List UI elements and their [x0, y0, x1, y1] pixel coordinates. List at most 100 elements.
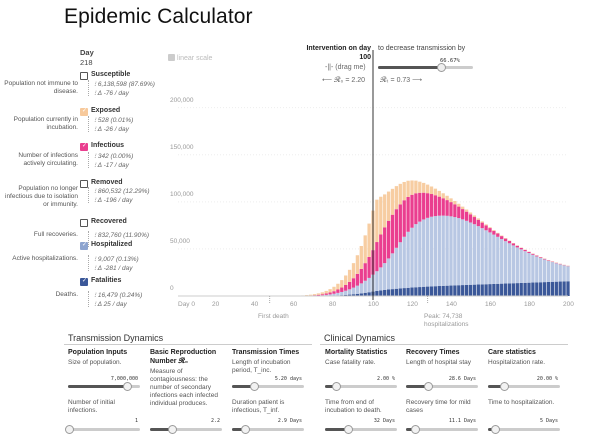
care-slider[interactable]: [488, 382, 560, 391]
slider-knob[interactable]: [240, 425, 250, 434]
column-recovery: Recovery Times Length of hospital stay: [406, 348, 484, 367]
slider-fill: [406, 385, 428, 388]
slider-fill: [232, 385, 254, 388]
bar-hospitalized: [500, 239, 504, 284]
bar-exposed: [453, 200, 457, 205]
bar-fatalities: [500, 283, 504, 296]
susceptible-connector: [88, 80, 89, 96]
linear-scale-toggle[interactable]: linear scale: [168, 54, 212, 62]
bar-infectious: [546, 260, 551, 261]
bar-exposed: [418, 181, 422, 193]
drag-handle-icon[interactable]: -||-: [325, 64, 334, 71]
bar-exposed: [398, 183, 402, 205]
bar-infectious: [519, 247, 523, 250]
peak-value: Peak: 74,738: [424, 313, 463, 320]
slider-knob[interactable]: [331, 382, 341, 391]
population-slider-2[interactable]: [65, 425, 140, 434]
bar-exposed: [468, 212, 473, 215]
fatalities-checkbox[interactable]: ✓: [80, 278, 88, 286]
bar-fatalities: [519, 282, 523, 296]
slider-knob[interactable]: [499, 382, 509, 391]
slider-knob[interactable]: [423, 382, 433, 391]
bar-hospitalized: [379, 267, 383, 291]
bar-exposed: [406, 180, 410, 197]
bar-hospitalized: [511, 245, 516, 284]
bar-infectious: [414, 193, 418, 225]
slider-knob[interactable]: [344, 425, 354, 434]
transmission-slider[interactable]: [232, 382, 304, 391]
removed-checkbox[interactable]: [80, 180, 88, 188]
column-care: Care statistics Hospitalization rate.: [488, 348, 566, 367]
slider-fill: [232, 428, 245, 431]
bar-exposed: [320, 292, 324, 295]
bar-fatalities: [433, 286, 438, 296]
population-title: Population Inputs: [68, 349, 128, 356]
transmission-title: Transmission Times: [232, 349, 300, 356]
susceptible-checkbox[interactable]: [80, 72, 88, 80]
bar-fatalities: [468, 284, 473, 296]
recovered-count: ⁝ 832,760 (11.90%): [94, 232, 150, 239]
recovered-checkbox[interactable]: [80, 219, 88, 227]
bar-exposed: [355, 255, 360, 274]
bar-fatalities: [496, 283, 500, 296]
bar-hospitalized: [414, 224, 418, 288]
bar-fatalities: [418, 287, 422, 296]
care-slider-2[interactable]: [488, 425, 560, 434]
slider-knob[interactable]: [437, 63, 447, 72]
infectious-description: Number of infections actively circulatin…: [18, 152, 78, 167]
bar-hospitalized: [484, 230, 488, 285]
mortality-slider[interactable]: [325, 382, 397, 391]
recovery-slider[interactable]: [406, 382, 478, 391]
bar-exposed: [305, 295, 309, 296]
bar-hospitalized: [422, 219, 426, 287]
bar-hospitalized: [332, 293, 336, 296]
bar-exposed: [379, 196, 383, 235]
fatalities-description: Deaths.: [55, 291, 78, 298]
recovered-name: Recovered: [91, 218, 127, 225]
bar-fatalities: [414, 287, 418, 296]
infectious-delta: ⁝ Δ -17 / day: [94, 162, 129, 169]
bar-exposed: [429, 186, 434, 195]
bar-infectious: [445, 200, 449, 216]
transmission-value-2: 2.9 Days: [277, 418, 302, 424]
bar-hospitalized: [480, 228, 484, 285]
bar-hospitalized: [488, 232, 492, 285]
recovery-slider-2[interactable]: [406, 425, 478, 434]
decrease-percent: 66.67%: [440, 58, 460, 64]
bar-exposed: [347, 269, 352, 282]
transmission-slider-2[interactable]: [232, 425, 304, 434]
exposed-checkbox[interactable]: ✓: [80, 108, 88, 116]
chart-svg: [178, 50, 570, 304]
population-slider[interactable]: [68, 382, 140, 391]
transmission-description-2: Duration patient is infectious, T_inf.: [232, 399, 285, 414]
slider-knob[interactable]: [167, 425, 177, 434]
slider-knob[interactable]: [123, 382, 133, 391]
slider-knob[interactable]: [491, 425, 501, 434]
infectious-checkbox[interactable]: ✓: [80, 143, 88, 151]
bar-exposed: [344, 275, 348, 285]
checkbox-icon[interactable]: [168, 54, 175, 61]
slider-knob[interactable]: [410, 425, 420, 434]
bar-exposed: [425, 184, 430, 194]
hospitalized-checkbox[interactable]: ✓: [80, 242, 88, 250]
exposed-description: Population currently in incubation.: [13, 116, 78, 131]
bar-exposed: [359, 245, 363, 269]
population-description: Size of population.: [68, 359, 122, 366]
bar-exposed: [433, 188, 438, 196]
r0-slider-2[interactable]: [150, 425, 222, 434]
fatalities-delta: ⁝ Δ 25 / day: [94, 301, 127, 308]
mortality-slider-2[interactable]: [325, 425, 397, 434]
bar-hospitalized: [558, 264, 562, 282]
hospitalized-connector: [88, 255, 89, 271]
x-tick-label: 120: [407, 301, 418, 308]
decrease-slider[interactable]: [378, 63, 473, 72]
day-label: Day: [80, 48, 94, 57]
bar-infectious: [359, 268, 363, 284]
bar-fatalities: [503, 283, 508, 296]
x-tick-label: 20: [212, 301, 220, 308]
slider-knob[interactable]: [249, 382, 259, 391]
bar-infectious: [375, 242, 379, 272]
slider-knob[interactable]: [65, 425, 75, 434]
bar-exposed: [328, 289, 332, 293]
bar-infectious: [332, 291, 336, 294]
